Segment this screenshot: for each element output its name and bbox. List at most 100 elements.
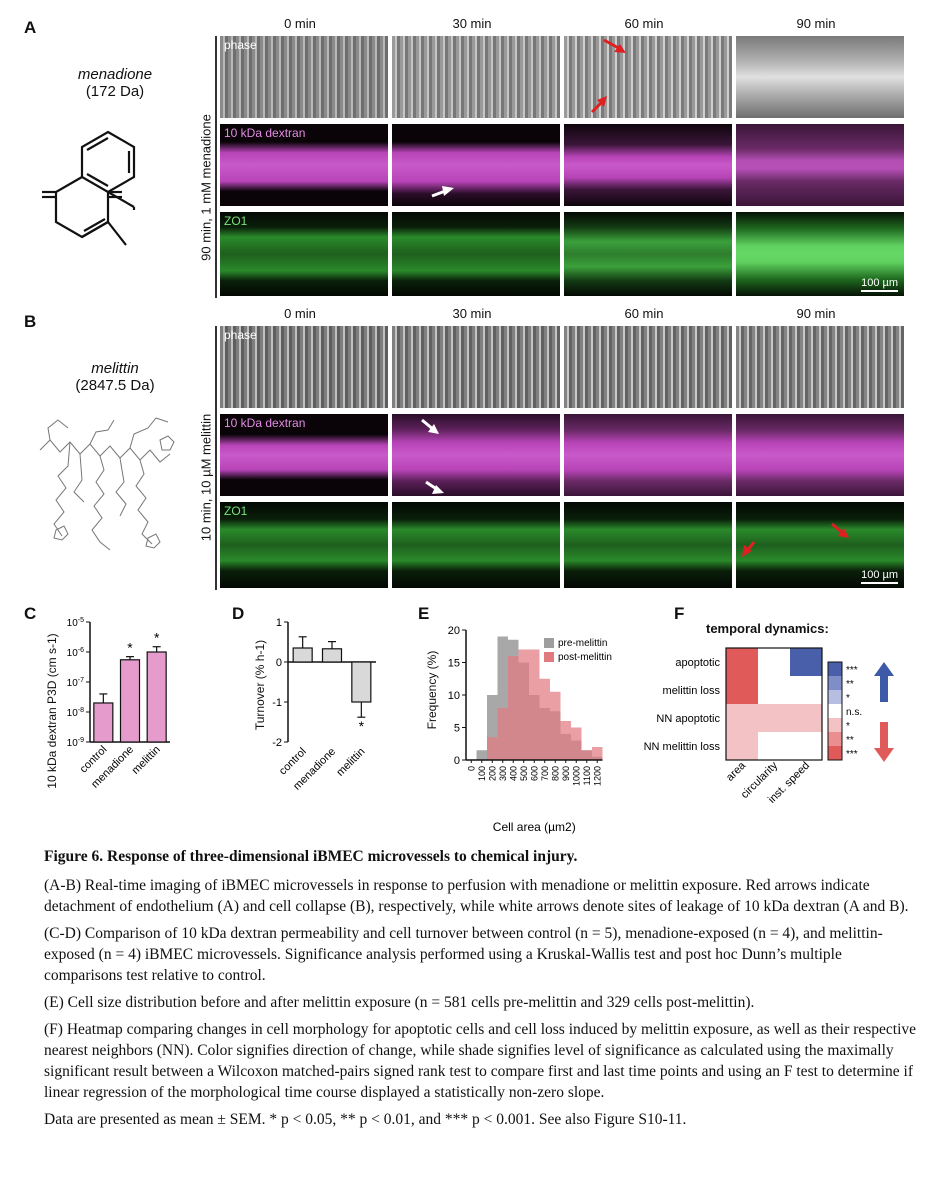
panel-b-zo1-60 [564,502,732,588]
histogram-bar [487,737,498,760]
histogram-bar [497,708,508,760]
legend-swatch [544,652,554,662]
panel-a-letter: A [24,18,37,37]
colorbar-border [827,661,843,761]
histogram-bar [539,678,550,760]
histogram-bar [592,747,603,760]
caption-paragraph-f: (F) Heatmap comparing changes in cell mo… [44,1021,917,1101]
x-tick-label: 300 [498,766,508,781]
caption-title: Figure 6. Response of three-dimensional … [44,848,578,865]
legend-swatch [544,638,554,648]
y-tick-label: 10-8 [67,707,84,719]
panel-a-dextran-30 [392,124,560,206]
panel-a-dextran-90 [736,124,904,206]
dextran-label: 10 kDa dextran [224,126,306,140]
ylabel-text: 10 kDa dextran P3D (cm s-1) [45,633,59,789]
zo1-label: ZO1 [224,504,248,518]
bar [119,659,141,743]
panel-b-row-title: 10 min, 10 µM melittin [196,360,216,600]
y-tick-label: 15 [448,658,460,670]
panel-a-compound: menadione (172 Da) [60,66,170,100]
panel-b-zo1-90: 100 µm [736,502,904,588]
panel-b-dextran-0: 10 kDa dextran [220,414,388,496]
scalebar: 100 µm [861,569,898,584]
ylabel-text: Frequency (%) [425,650,439,730]
histogram-bar [581,750,592,760]
colorbar-segment [828,732,842,747]
histogram-bar [508,656,519,760]
x-tick-label: 1200 [592,766,602,786]
colorbar-segment [828,690,842,705]
red-arrow-icon [590,38,626,114]
down-arrow-icon [874,722,894,762]
caption-paragraph-e: (E) Cell size distribution before and af… [44,994,755,1011]
heatmap-cell [758,648,790,676]
panel-b-zo1-0: ZO1 [220,502,388,588]
panel-b-letter: B [24,312,37,331]
figure-caption: Figure 6. Response of three-dimensional … [44,846,922,1136]
panel-a-zo1-90: 100 µm [736,212,904,296]
heatmap-border [725,647,823,761]
phase-label: phase [224,328,257,342]
row-label: NN apoptotic [656,713,720,725]
y-tick-label: 0 [276,657,282,669]
panel-b-dextran-90 [736,414,904,496]
x-tick-label: 1000 [571,766,581,786]
panel-a-time-0: 0 min [284,16,316,31]
row-label: melittin loss [663,685,721,697]
x-tick-label: 1100 [582,766,592,785]
histogram-bar [571,727,582,760]
colorbar-label: n.s. [846,707,862,718]
white-arrow-icon [431,186,454,198]
panel-b-compound: melittin (2847.5 Da) [60,360,170,394]
significance-marker: * [359,718,365,734]
panel-b-phase-30 [392,326,560,408]
panel-d-letter: D [232,604,245,623]
x-tick-label: 700 [540,766,550,781]
heatmap-cell [758,704,790,732]
x-tick-label: 100 [477,766,487,781]
legend-label: post-melittin [558,652,612,663]
y-tick-label: 1 [276,617,282,629]
panel-a-time-30: 30 min [452,16,492,31]
panel-b-phase-0: phase [220,326,388,408]
panel-a-zo1-0: ZO1 [220,212,388,296]
caption-paragraph-ab: (A-B) Real-time imaging of iBMEC microve… [44,877,909,915]
panel-a-zo1-30 [392,212,560,296]
y-tick-label: -1 [272,697,282,709]
caption-paragraph-cd: (C-D) Comparison of 10 kDa dextran perme… [44,925,883,984]
panel-b-phase-90 [736,326,904,408]
panel-b-time-60: 60 min [624,306,664,321]
colorbar-label: *** [846,749,858,760]
panel-f-title: temporal dynamics: [706,621,829,636]
scalebar-label: 100 µm [861,277,898,289]
row-label: apoptotic [675,657,720,669]
panel-c-chart: 10-510-610-710-810-9control*menadione*me… [67,617,170,791]
phase-label: phase [224,38,257,52]
histogram-bar [476,750,487,760]
bar [93,702,114,743]
panel-a-row-title: 90 min, 1 mM menadione [196,80,216,300]
x-tick-label: melittin [130,744,163,777]
panel-b-dextran-30 [392,414,560,496]
y-tick-label: 5 [454,723,460,735]
histogram-bar [487,695,498,760]
panel-a-time-60: 60 min [624,16,664,31]
y-tick-label: 10-9 [67,737,84,749]
y-tick-label: 0 [454,755,460,767]
histogram-bar [518,649,529,760]
panel-b-time-30: 30 min [452,306,492,321]
panel-b-time-90: 90 min [796,306,836,321]
colorbar-segment [828,746,842,761]
heatmap-cell [726,676,758,704]
y-tick-label: 10-5 [67,617,84,629]
x-tick-label: 600 [529,766,539,781]
panel-a-bracket [215,36,217,298]
y-tick-label: 10 [448,690,460,702]
significance-marker: * [154,630,160,646]
panel-e-letter: E [418,604,430,623]
heatmap-cell [726,704,758,732]
panel-a-zo1-60 [564,212,732,296]
